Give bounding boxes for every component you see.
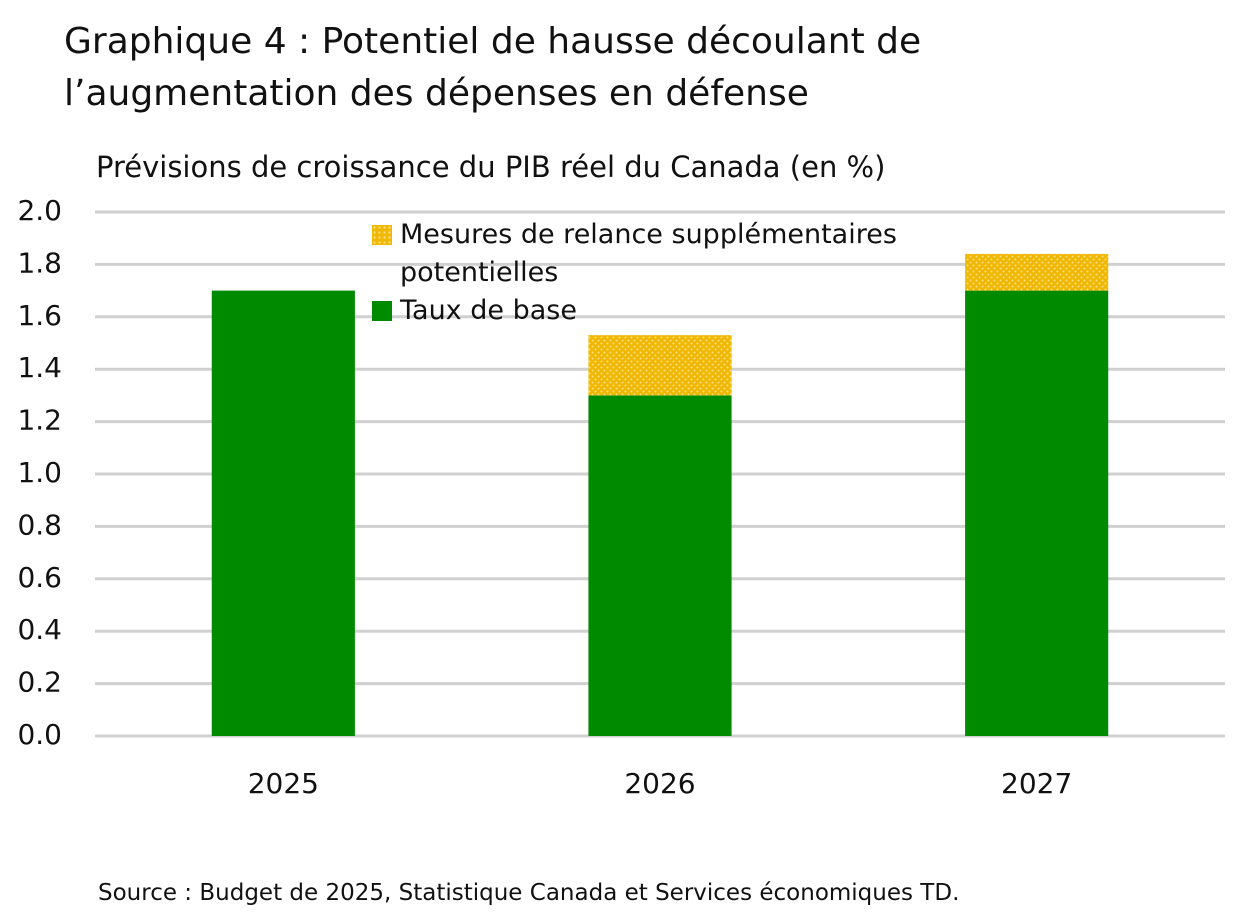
y-tick-label: 0.6 bbox=[17, 561, 62, 594]
legend-label: Taux de base bbox=[400, 295, 577, 326]
bar-segment bbox=[965, 290, 1109, 736]
y-tick-label: 1.6 bbox=[17, 299, 62, 332]
x-tick-label: 2026 bbox=[624, 767, 695, 800]
y-tick-label: 0.4 bbox=[17, 613, 62, 646]
legend-label: Mesures de relance supplémentaires poten… bbox=[400, 219, 897, 288]
y-tick-label: 1.0 bbox=[17, 456, 62, 489]
legend-swatch bbox=[372, 225, 392, 245]
bar-segment bbox=[588, 335, 732, 396]
legend-item: Taux de base bbox=[372, 292, 932, 330]
y-tick-label: 1.8 bbox=[17, 246, 62, 279]
bar-segment bbox=[588, 395, 732, 736]
legend-swatch bbox=[372, 301, 392, 321]
y-tick-label: 1.2 bbox=[17, 404, 62, 437]
legend: Mesures de relance supplémentaires poten… bbox=[372, 216, 932, 330]
x-tick-label: 2025 bbox=[248, 767, 319, 800]
chart-title: Graphique 4 : Potentiel de hausse découl… bbox=[64, 21, 922, 114]
bar-segment bbox=[965, 253, 1109, 291]
x-tick-label: 2027 bbox=[1001, 767, 1072, 800]
y-tick-label: 0.2 bbox=[17, 666, 62, 699]
legend-item: Mesures de relance supplémentaires poten… bbox=[372, 216, 932, 292]
source-note: Source : Budget de 2025, Statistique Can… bbox=[98, 880, 960, 906]
bar-segment bbox=[211, 290, 355, 736]
y-tick-label: 0.8 bbox=[17, 508, 62, 541]
y-tick-label: 2.0 bbox=[17, 194, 62, 227]
y-tick-label: 0.0 bbox=[17, 718, 62, 751]
chart-subtitle: Prévisions de croissance du PIB réel du … bbox=[96, 150, 886, 184]
y-tick-label: 1.4 bbox=[17, 351, 62, 384]
